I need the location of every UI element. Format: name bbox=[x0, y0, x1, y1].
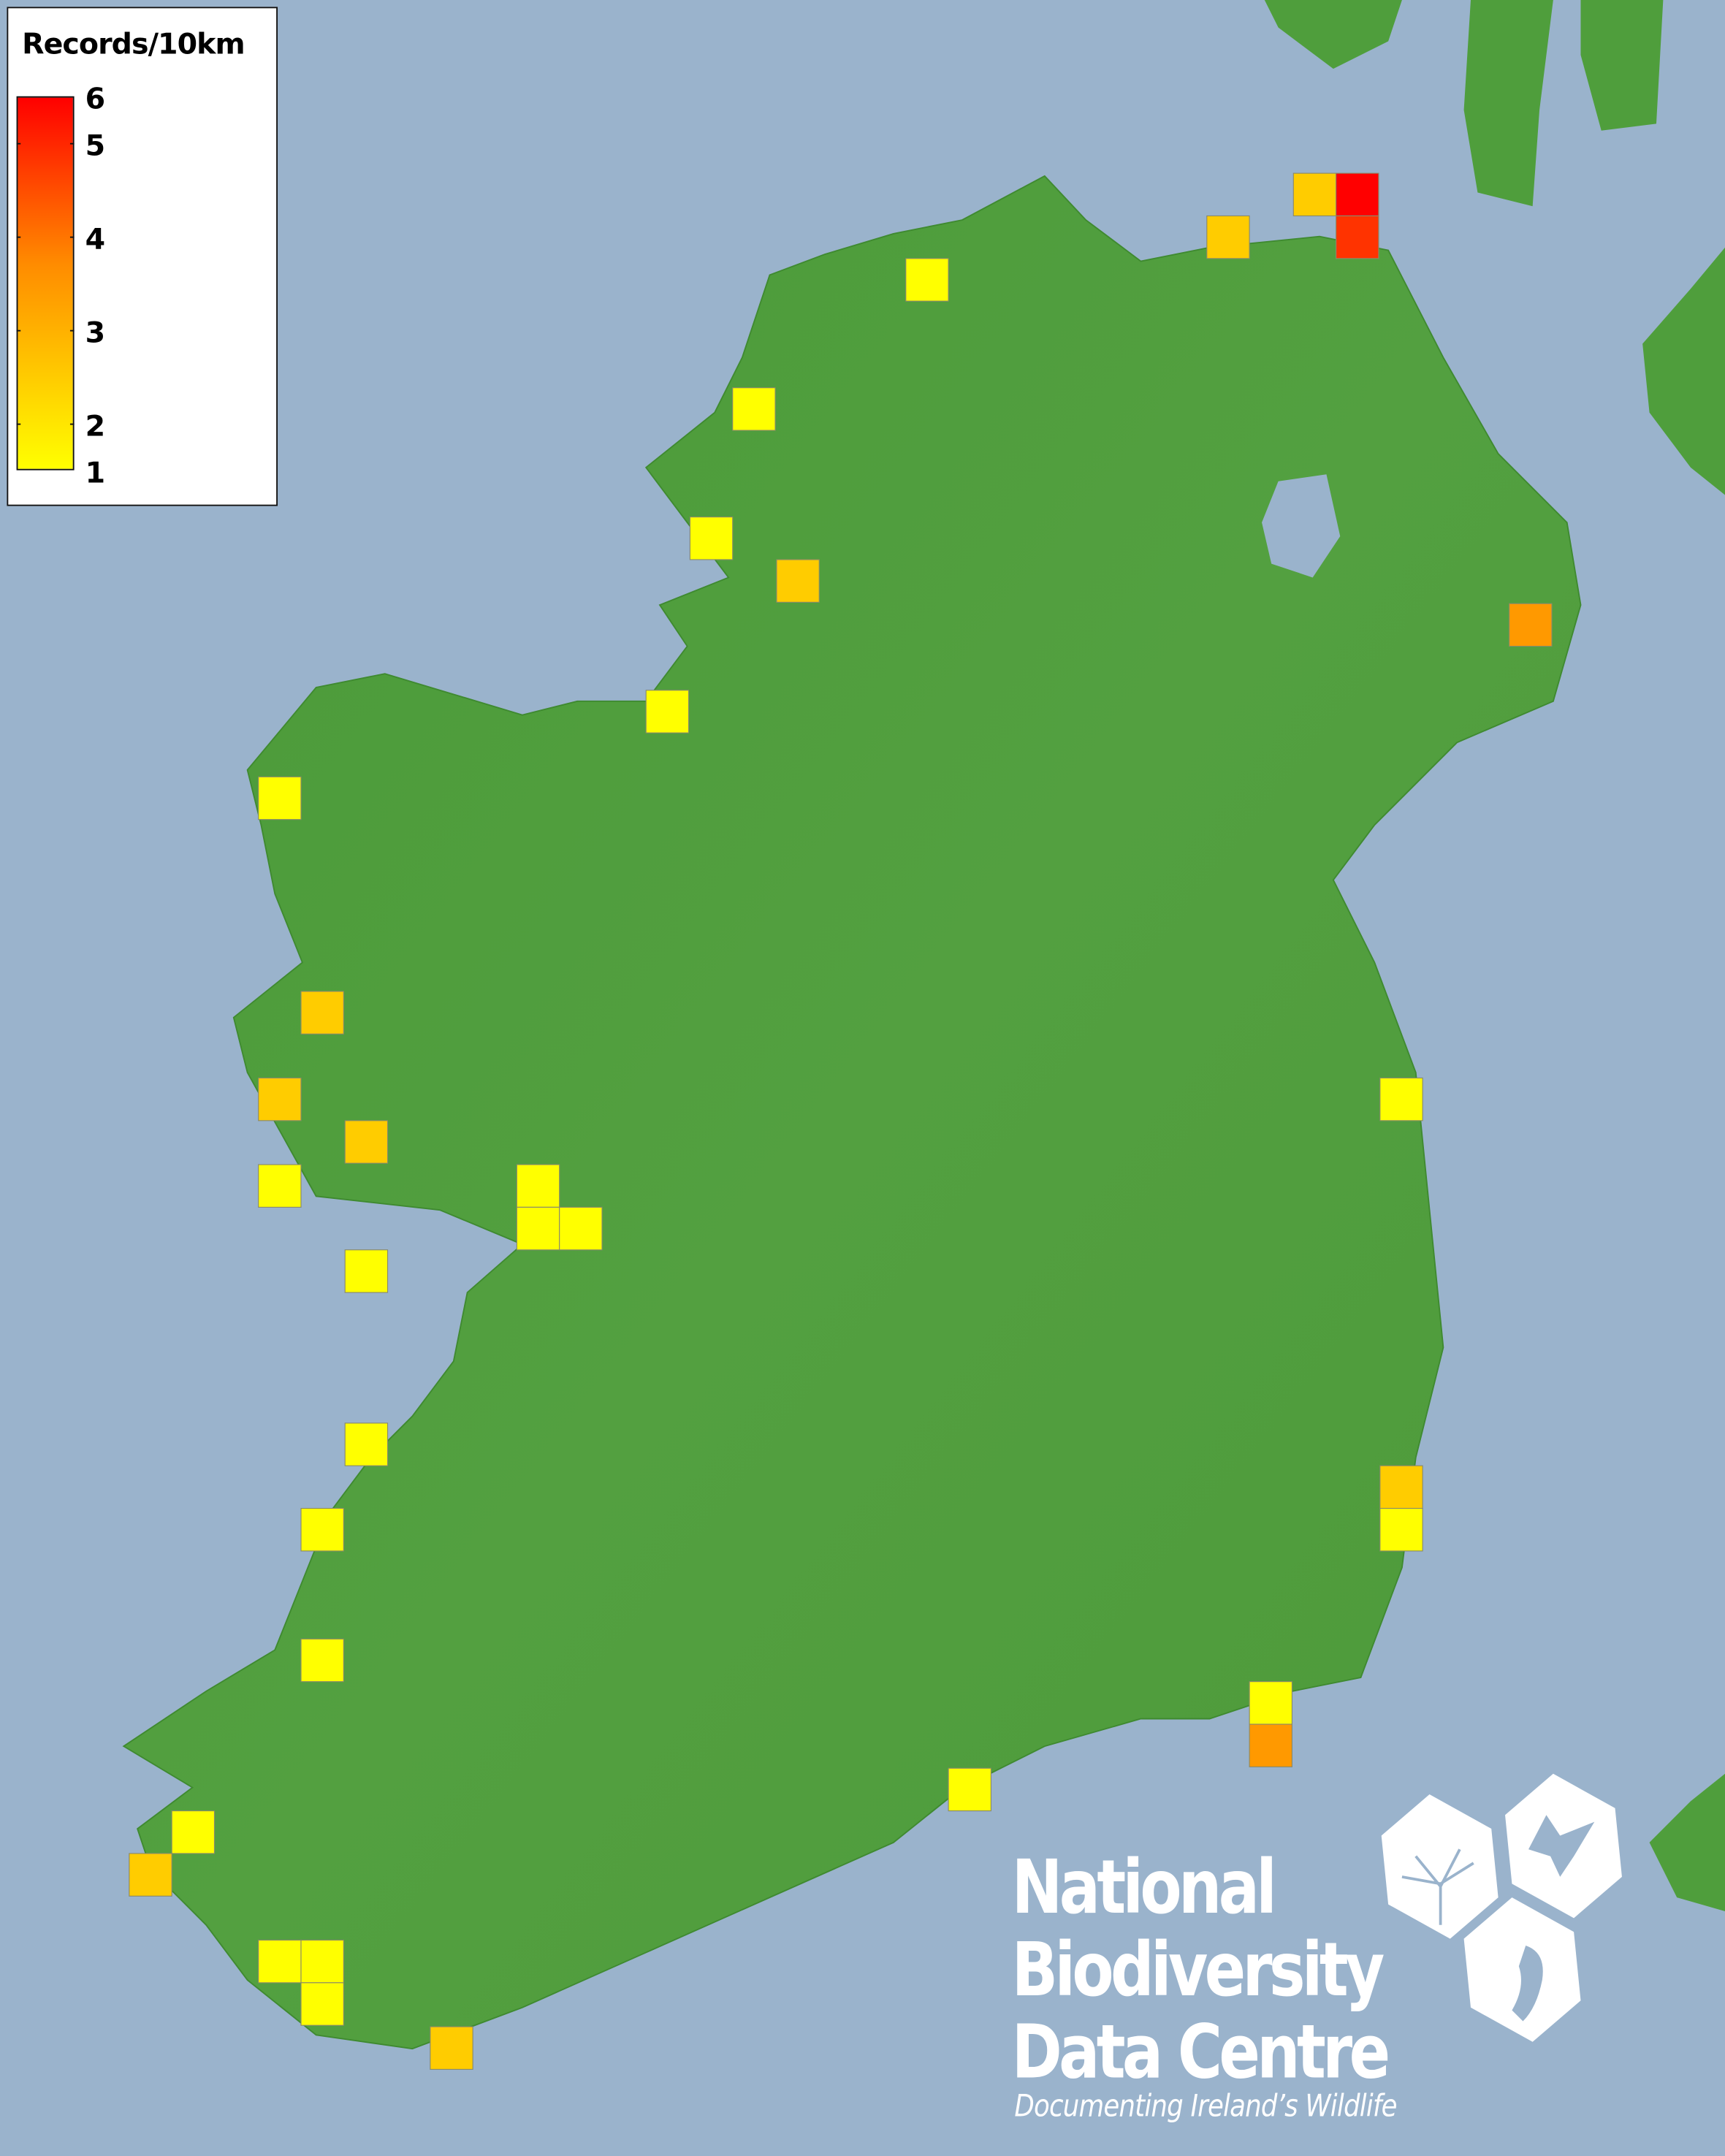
records-squares bbox=[129, 172, 1553, 2070]
tree-glyph bbox=[1401, 1848, 1474, 1925]
record-square bbox=[344, 1249, 389, 1293]
logo-hexagons bbox=[1381, 1773, 1622, 2042]
legend-tick-label: 5 bbox=[85, 129, 106, 163]
butterfly-glyph bbox=[1528, 1815, 1595, 1877]
record-square bbox=[1336, 215, 1379, 259]
legend-color-bar bbox=[16, 96, 75, 471]
record-square bbox=[1379, 1077, 1423, 1121]
record-square bbox=[645, 690, 690, 734]
legend-tick-label: 1 bbox=[85, 456, 106, 490]
record-square bbox=[300, 1638, 344, 1683]
legend-title: Records/10km bbox=[22, 27, 245, 61]
record-square bbox=[732, 387, 776, 431]
record-square bbox=[300, 1939, 344, 1984]
logo-line-biodiversity: Biodiversity bbox=[1011, 1926, 1385, 2014]
record-square bbox=[129, 1853, 172, 1897]
ireland-landmass bbox=[122, 175, 1582, 2050]
record-square bbox=[1206, 215, 1250, 259]
legend-tick-label: 6 bbox=[85, 82, 106, 116]
legend-tick-label: 4 bbox=[85, 222, 106, 256]
record-square bbox=[258, 1077, 302, 1121]
seahorse-glyph bbox=[1512, 1946, 1543, 2022]
record-square bbox=[258, 1164, 302, 1208]
record-square bbox=[1292, 172, 1337, 217]
record-square bbox=[1379, 1465, 1423, 1509]
record-square bbox=[559, 1206, 603, 1251]
record-square bbox=[689, 517, 734, 560]
record-square bbox=[1379, 1507, 1423, 1552]
record-square bbox=[776, 559, 820, 603]
record-square bbox=[344, 1120, 389, 1164]
record-square bbox=[516, 1206, 560, 1251]
record-square bbox=[344, 1422, 389, 1466]
legend-tick-label: 3 bbox=[85, 316, 106, 350]
tree-hexagon-icon bbox=[1381, 1794, 1499, 1939]
record-square bbox=[430, 2026, 473, 2070]
logo-line-national: National bbox=[1011, 1843, 1277, 1931]
lough-neagh bbox=[1262, 474, 1341, 578]
record-square bbox=[905, 258, 949, 302]
record-square bbox=[1336, 172, 1379, 217]
legend-tick-label: 2 bbox=[85, 409, 106, 443]
logo-line-data-centre: Data Centre bbox=[1011, 2008, 1390, 2096]
logo-tagline: Documenting Ireland’s Wildlife bbox=[1014, 2090, 1397, 2125]
record-square bbox=[1249, 1681, 1292, 1725]
record-square bbox=[300, 991, 344, 1035]
record-square bbox=[258, 776, 302, 820]
record-square bbox=[258, 1939, 302, 1984]
record-square bbox=[300, 1982, 344, 2026]
record-square bbox=[300, 1507, 344, 1552]
record-square bbox=[1509, 603, 1553, 647]
legend: Records/10km 6 5 4 3 2 1 bbox=[7, 7, 278, 506]
record-square bbox=[516, 1164, 560, 1208]
record-square bbox=[948, 1767, 991, 1812]
record-square bbox=[1249, 1723, 1292, 1767]
record-square bbox=[171, 1810, 216, 1854]
